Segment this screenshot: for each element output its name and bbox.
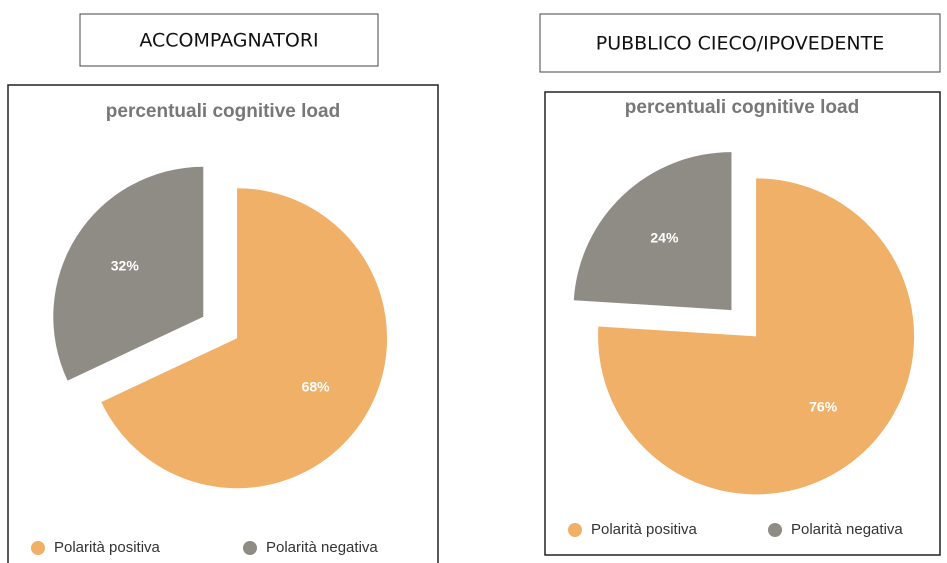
- legend-label: Polarità positiva: [54, 539, 161, 556]
- legend-swatch: [768, 523, 782, 537]
- slice-label: 32%: [111, 258, 140, 274]
- legend-label: Polarità negativa: [791, 521, 903, 538]
- pie-slice: [598, 178, 915, 495]
- legend-label: Polarità positiva: [591, 521, 698, 538]
- pie-slice: [53, 166, 204, 381]
- chart-title: percentuali cognitive load: [625, 97, 859, 118]
- header: PUBBLICO CIECO/IPOVEDENTE: [596, 33, 885, 55]
- legend-swatch: [568, 523, 582, 537]
- slice-label: 68%: [302, 379, 331, 395]
- chart-title: percentuali cognitive load: [106, 101, 340, 122]
- header-box: [79, 13, 379, 67]
- legend-label: Polarità negativa: [266, 539, 378, 556]
- slice-label: 76%: [809, 398, 838, 414]
- legend-swatch: [243, 541, 257, 555]
- pie-slice: [573, 152, 732, 311]
- header: ACCOMPAGNATORI: [139, 30, 318, 52]
- header-box: [539, 13, 941, 73]
- legend-swatch: [31, 541, 45, 555]
- pie-slice: [101, 188, 388, 489]
- slice-label: 24%: [650, 229, 679, 245]
